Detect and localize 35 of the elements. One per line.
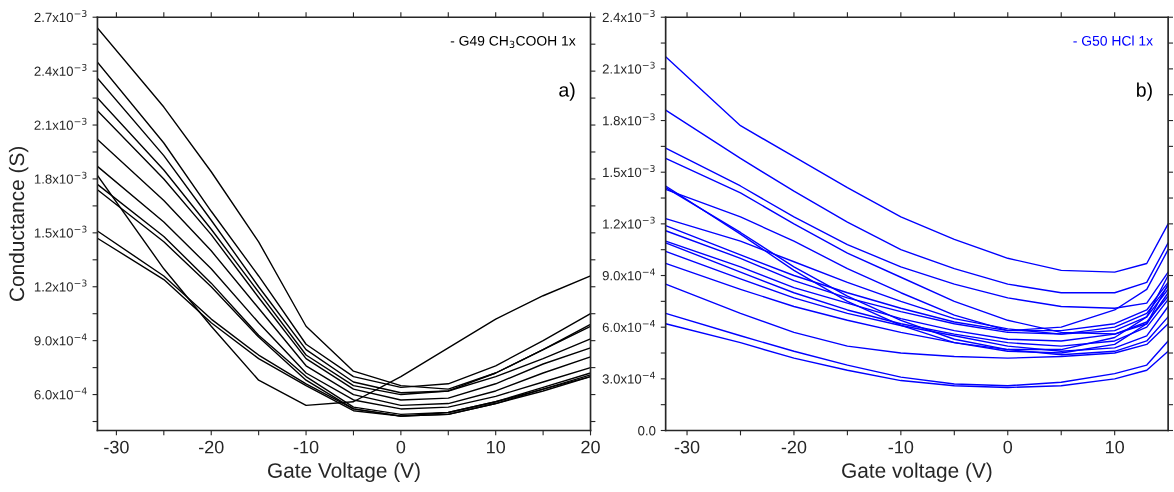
y-tick-label: 1.8x10$^{−3}$ bbox=[603, 113, 655, 126]
x-tick-label: -10 bbox=[888, 440, 914, 454]
x-tick-label: 0 bbox=[396, 440, 406, 454]
y-axis-title: Conductance (S) bbox=[8, 146, 29, 301]
x-tick-label: -30 bbox=[674, 440, 700, 454]
annotation: - G50 HCl 1x bbox=[1073, 35, 1153, 46]
x-tick-label: 10 bbox=[487, 440, 506, 454]
x-axis-title: Gate Voltage (V) bbox=[268, 462, 420, 483]
annotation: - G49 CH$_{3}$COOH 1x bbox=[450, 35, 576, 48]
y-tick-label: 0.0 bbox=[638, 426, 656, 436]
y-tick-label: 1.8x10$^{−3}$ bbox=[34, 171, 87, 184]
x-tick-label: 20 bbox=[581, 440, 600, 454]
y-tick-label: 9.0x10$^{−4}$ bbox=[602, 268, 655, 281]
x-tick-label: -20 bbox=[781, 440, 807, 454]
x-axis-title: Gate voltage (V) bbox=[842, 462, 992, 483]
y-tick-label: 1.2x10$^{−3}$ bbox=[603, 216, 655, 229]
y-tick-label: 2.7x10$^{−3}$ bbox=[34, 9, 87, 23]
y-tick-label: 2.1x10$^{−3}$ bbox=[602, 61, 655, 74]
x-tick-label: -10 bbox=[293, 440, 319, 454]
y-tick-label: 1.5x10$^{−3}$ bbox=[603, 164, 655, 178]
y-tick-label: 3.0x10$^{−4}$ bbox=[602, 371, 655, 384]
x-tick-label: 0 bbox=[1003, 440, 1013, 454]
y-tick-label: 9.0x10$^{−4}$ bbox=[34, 333, 87, 346]
annotation: a) bbox=[559, 82, 575, 101]
y-tick-label: 2.1x10$^{−3}$ bbox=[34, 117, 87, 130]
x-tick-label: -30 bbox=[104, 440, 129, 454]
x-tick-label: -20 bbox=[198, 440, 224, 454]
y-tick-label: 6.0x10$^{−4}$ bbox=[34, 387, 87, 400]
x-tick-label: 10 bbox=[1106, 440, 1125, 454]
y-tick-label: 1.2x10$^{−3}$ bbox=[34, 279, 87, 292]
annotation: b) bbox=[1137, 82, 1152, 101]
y-tick-label: 1.5x10$^{−3}$ bbox=[34, 225, 87, 238]
y-tick-label: 6.0x10$^{−4}$ bbox=[602, 320, 655, 332]
y-tick-label: 2.4x10$^{−3}$ bbox=[602, 9, 655, 23]
y-tick-label: 2.4x10$^{−3}$ bbox=[34, 63, 87, 76]
